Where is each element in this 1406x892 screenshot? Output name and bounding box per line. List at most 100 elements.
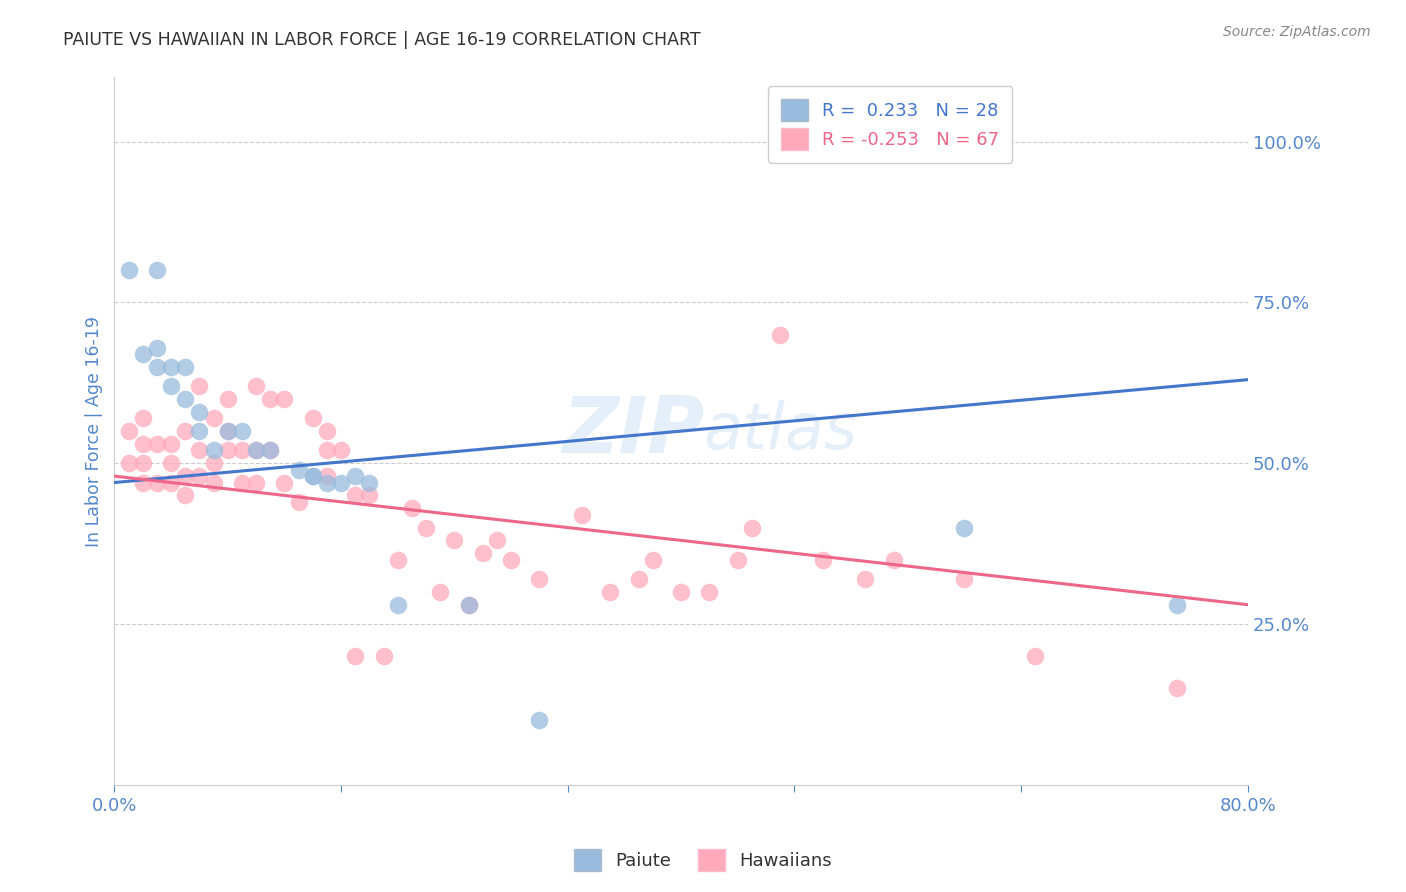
Point — [853, 572, 876, 586]
Point — [245, 379, 267, 393]
Point — [188, 405, 211, 419]
Point — [174, 469, 197, 483]
Point — [1166, 598, 1188, 612]
Point — [132, 411, 155, 425]
Point — [301, 411, 323, 425]
Point — [245, 443, 267, 458]
Point — [699, 585, 721, 599]
Point — [769, 327, 792, 342]
Point — [231, 443, 253, 458]
Point — [471, 546, 494, 560]
Point — [146, 437, 169, 451]
Point — [273, 475, 295, 490]
Point — [174, 392, 197, 406]
Point — [273, 392, 295, 406]
Point — [359, 488, 381, 502]
Point — [245, 475, 267, 490]
Point — [231, 424, 253, 438]
Point — [953, 520, 976, 534]
Point — [117, 456, 139, 470]
Point — [217, 424, 239, 438]
Point — [160, 359, 183, 374]
Point — [245, 443, 267, 458]
Point — [160, 379, 183, 393]
Point — [529, 572, 551, 586]
Point — [1166, 681, 1188, 696]
Point — [146, 341, 169, 355]
Point — [415, 520, 437, 534]
Point — [217, 392, 239, 406]
Point — [174, 424, 197, 438]
Point — [641, 552, 664, 566]
Point — [132, 347, 155, 361]
Point — [202, 456, 225, 470]
Point — [174, 488, 197, 502]
Point — [287, 495, 309, 509]
Point — [146, 263, 169, 277]
Point — [160, 437, 183, 451]
Point — [571, 508, 593, 522]
Point — [316, 469, 339, 483]
Point — [301, 469, 323, 483]
Point — [316, 424, 339, 438]
Text: PAIUTE VS HAWAIIAN IN LABOR FORCE | AGE 16-19 CORRELATION CHART: PAIUTE VS HAWAIIAN IN LABOR FORCE | AGE … — [63, 31, 702, 49]
Point — [429, 585, 451, 599]
Point — [160, 475, 183, 490]
Point — [217, 424, 239, 438]
Point — [160, 456, 183, 470]
Point — [669, 585, 692, 599]
Point — [132, 437, 155, 451]
Point — [485, 533, 508, 548]
Point — [330, 475, 353, 490]
Point — [883, 552, 905, 566]
Point — [387, 598, 409, 612]
Point — [727, 552, 749, 566]
Legend: R =  0.233   N = 28, R = -0.253   N = 67: R = 0.233 N = 28, R = -0.253 N = 67 — [768, 87, 1012, 163]
Text: Source: ZipAtlas.com: Source: ZipAtlas.com — [1223, 25, 1371, 39]
Point — [443, 533, 465, 548]
Point — [259, 443, 281, 458]
Point — [529, 714, 551, 728]
Point — [316, 443, 339, 458]
Point — [188, 469, 211, 483]
Point — [457, 598, 479, 612]
Point — [741, 520, 763, 534]
Point — [1024, 649, 1046, 664]
Point — [217, 443, 239, 458]
Point — [359, 475, 381, 490]
Point — [330, 443, 353, 458]
Point — [344, 649, 367, 664]
Legend: Paiute, Hawaiians: Paiute, Hawaiians — [567, 842, 839, 879]
Point — [146, 359, 169, 374]
Point — [316, 475, 339, 490]
Point — [202, 443, 225, 458]
Point — [501, 552, 523, 566]
Point — [387, 552, 409, 566]
Point — [627, 572, 650, 586]
Point — [599, 585, 621, 599]
Point — [117, 424, 139, 438]
Point — [117, 263, 139, 277]
Text: atlas: atlas — [704, 401, 858, 462]
Point — [231, 475, 253, 490]
Point — [953, 572, 976, 586]
Point — [188, 424, 211, 438]
Point — [202, 475, 225, 490]
Point — [401, 501, 423, 516]
Point — [373, 649, 395, 664]
Text: ZIP: ZIP — [561, 393, 704, 469]
Point — [344, 488, 367, 502]
Point — [811, 552, 834, 566]
Point — [188, 379, 211, 393]
Point — [457, 598, 479, 612]
Y-axis label: In Labor Force | Age 16-19: In Labor Force | Age 16-19 — [86, 316, 103, 547]
Point — [202, 411, 225, 425]
Point — [132, 456, 155, 470]
Point — [344, 469, 367, 483]
Point — [132, 475, 155, 490]
Point — [259, 392, 281, 406]
Point — [174, 359, 197, 374]
Point — [188, 443, 211, 458]
Point — [301, 469, 323, 483]
Point — [146, 475, 169, 490]
